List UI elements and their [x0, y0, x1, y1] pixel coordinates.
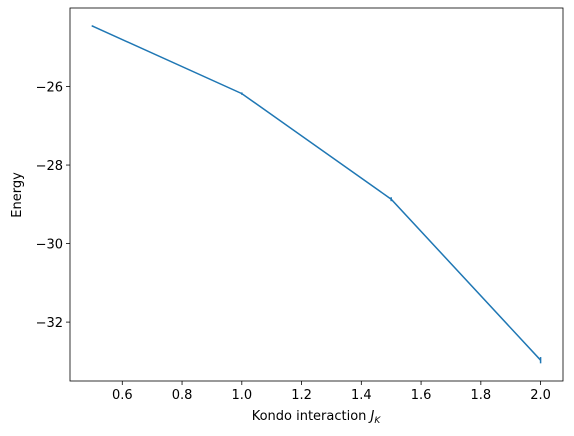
x-tick-label: 0.6: [112, 388, 133, 403]
x-tick-label: 0.8: [172, 388, 193, 403]
y-tick-label: −26: [36, 81, 63, 96]
axes-frame: [69, 7, 564, 382]
y-tick-label: −28: [36, 159, 63, 174]
x-axis-label: Kondo interaction JK: [252, 409, 382, 426]
x-tick-label: 1.6: [411, 388, 432, 403]
x-tick-label: 1.2: [291, 388, 312, 403]
x-label-subscript: K: [374, 416, 381, 426]
y-tick-label: −32: [36, 316, 63, 331]
x-tick-label: 1.8: [470, 388, 491, 403]
x-label-symbol: J: [368, 409, 375, 424]
x-tick-label: 1.4: [351, 388, 372, 403]
x-tick-label: 2.0: [530, 388, 551, 403]
data-line: [92, 25, 542, 361]
y-tick-label: −30: [36, 238, 63, 253]
y-axis-label: Energy: [10, 172, 25, 218]
x-tick-label: 1.0: [231, 388, 252, 403]
x-label-text: Kondo interaction: [252, 409, 367, 424]
